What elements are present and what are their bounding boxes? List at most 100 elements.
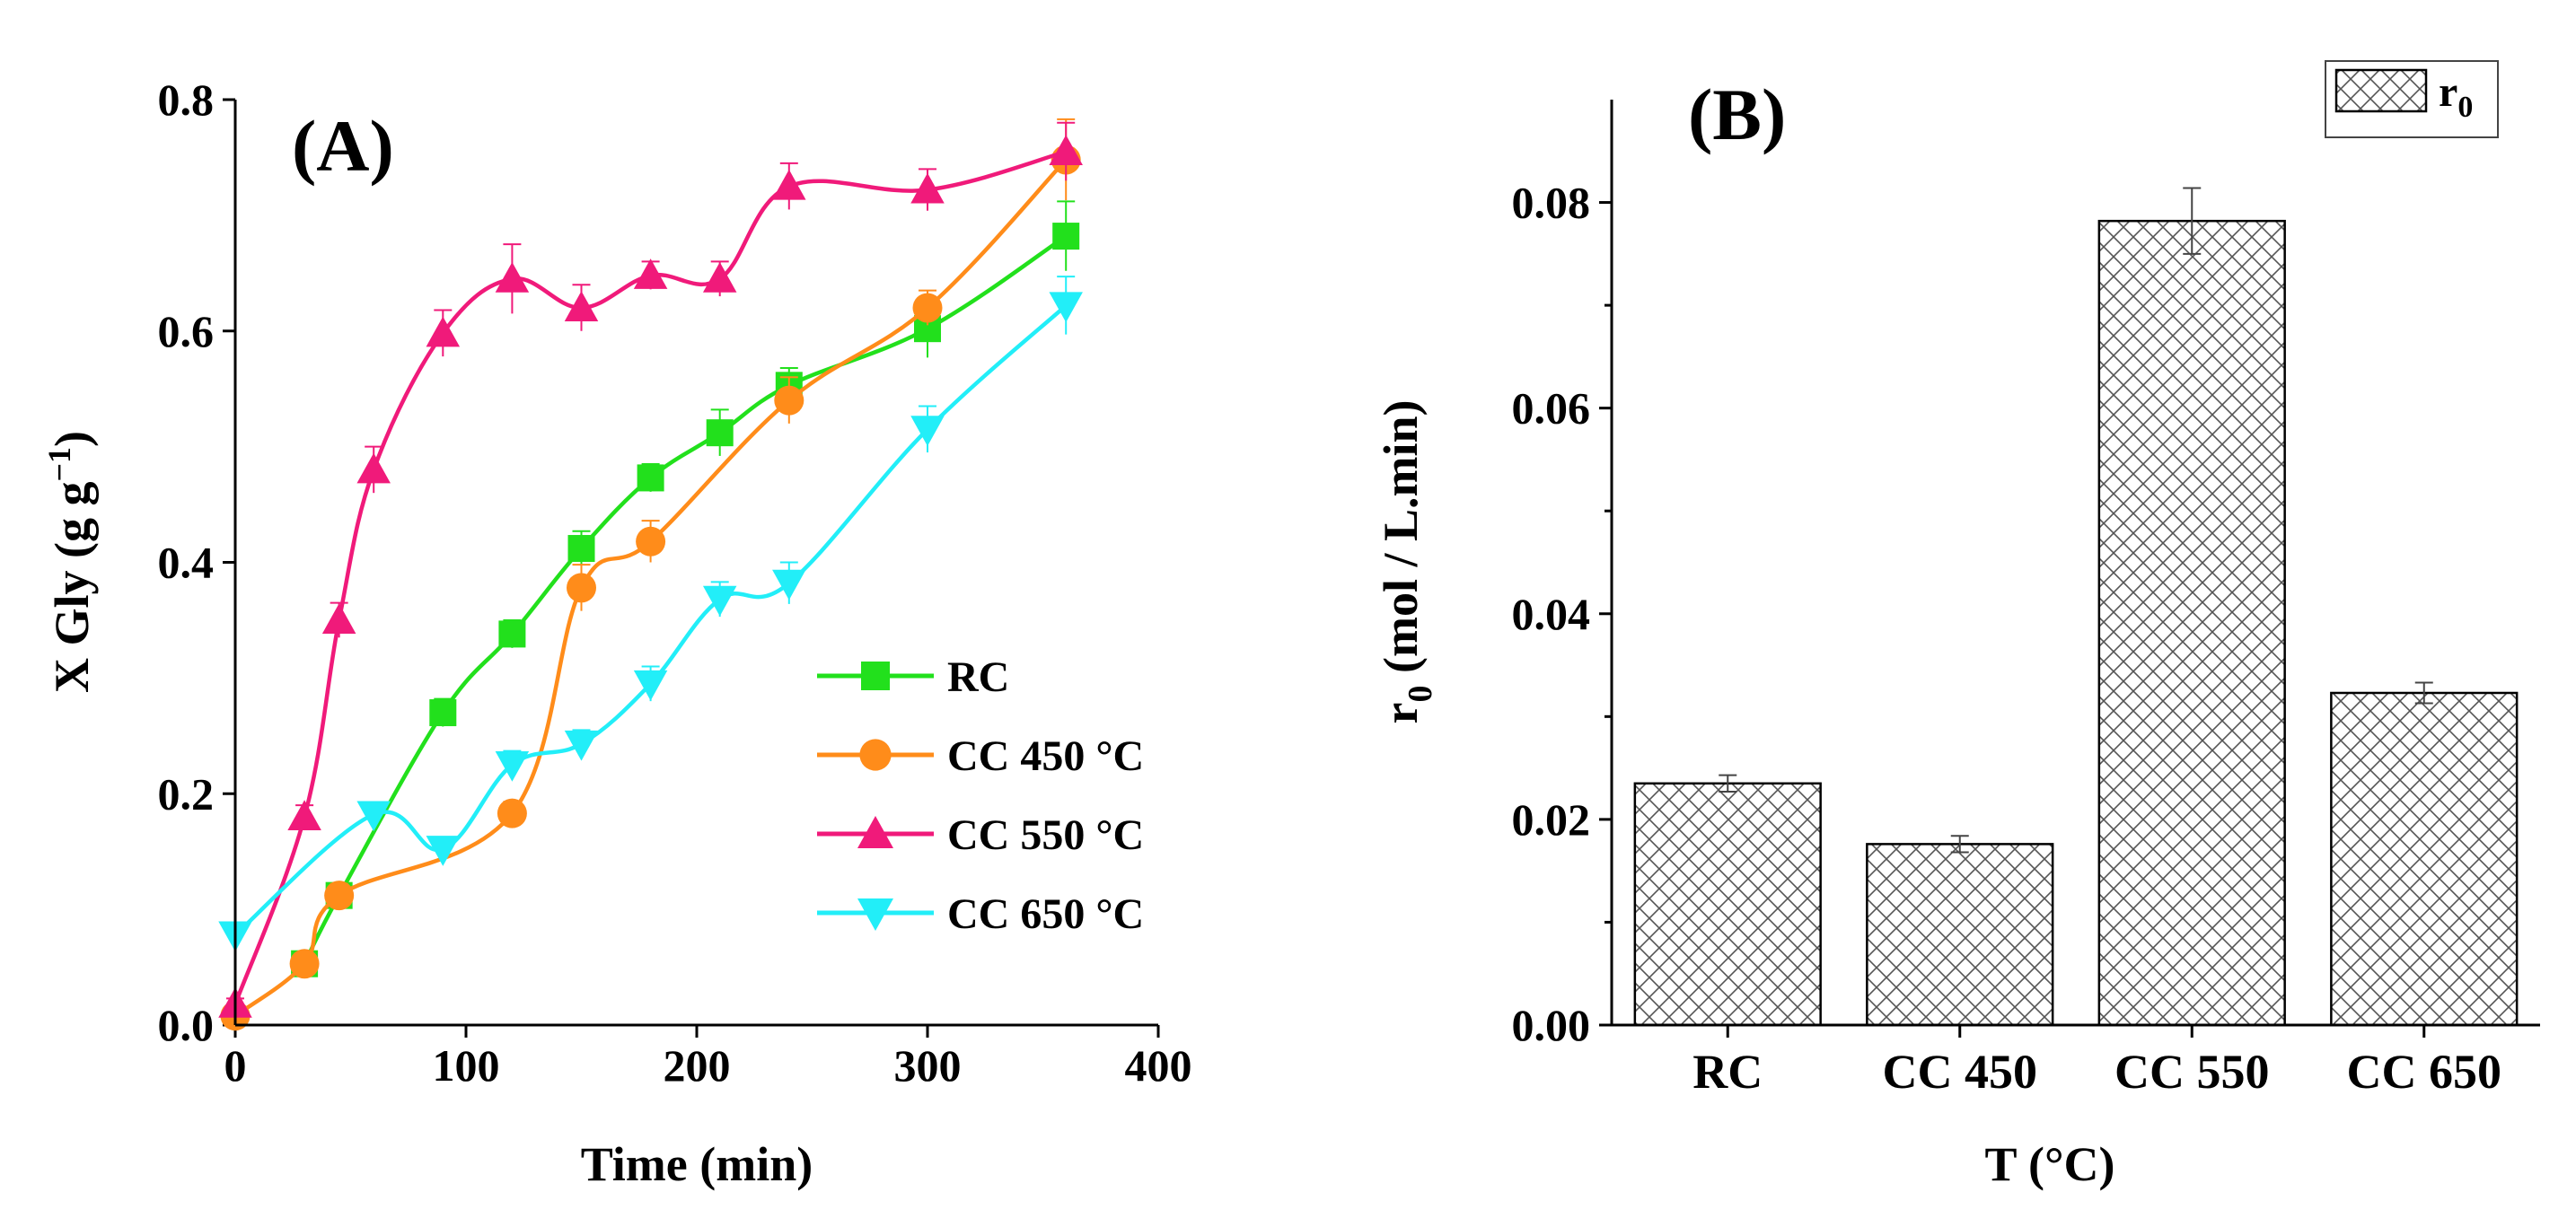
data-point — [356, 801, 391, 832]
panel-a-legend: RC CC 450 °C CC 550 °C CC 650 °C — [817, 653, 1144, 938]
data-point — [564, 730, 599, 761]
panel-a-x-tick-label: 200 — [664, 1040, 731, 1091]
panel-b-y-axis-title-sub: 0 — [1402, 686, 1439, 703]
legend-label: RC — [947, 653, 1009, 701]
legend-entry-4: CC 650 °C — [817, 890, 1144, 938]
bar-group-2: CC 450 — [1866, 835, 2054, 1099]
data-point — [912, 293, 943, 323]
data-point — [706, 419, 734, 447]
legend-label: CC 550 °C — [947, 811, 1144, 859]
panel-a-ticks: 0.0 0.2 0.4 0.6 0.8 0 100 200 300 400 — [158, 74, 1192, 1091]
legend-marker — [857, 898, 893, 931]
legend-marker — [859, 739, 892, 771]
data-point — [426, 836, 461, 866]
panel-a-x-tick-label: 300 — [894, 1040, 962, 1091]
data-point — [495, 262, 530, 293]
data-point — [910, 172, 945, 204]
data-point — [321, 603, 356, 634]
panel-a-line-chart: 0.0 0.2 0.4 0.6 0.8 0 100 200 300 400 (A) Time (m… — [41, 74, 1192, 1191]
data-point — [633, 670, 668, 701]
data-point — [564, 291, 599, 321]
panel-a-x-axis-title: Time (min) — [581, 1137, 813, 1191]
data-point — [702, 585, 737, 617]
panel-b-legend-sub: 0 — [2457, 91, 2473, 124]
legend-label: CC 650 °C — [947, 890, 1144, 938]
panel-a-y-tick-label: 0.2 — [158, 768, 215, 819]
data-point — [1049, 292, 1083, 323]
panel-a-x-tick-label: 100 — [433, 1040, 500, 1091]
bar — [1866, 843, 2054, 1027]
data-point — [429, 699, 457, 727]
panel-b-y-tick-label: 0.04 — [1512, 589, 1591, 639]
data-point — [567, 573, 596, 603]
panel-a-y-axis-title-sup: −1 — [41, 447, 77, 482]
panel-a-x-tick-label: 0 — [224, 1040, 247, 1091]
series-3 — [218, 121, 1083, 1018]
legend-label: CC 450 °C — [947, 732, 1144, 780]
panel-b-x-tick-label: CC 550 — [2114, 1045, 2270, 1099]
panel-a-y-axis-title: X Gly (g g−1) — [41, 431, 99, 693]
legend-entry-3: CC 550 °C — [817, 811, 1144, 859]
data-point — [702, 262, 737, 293]
data-point — [287, 800, 321, 831]
panel-b-legend: r0 — [2325, 60, 2499, 138]
bar-group-3: CC 550 — [2097, 187, 2286, 1099]
data-point — [910, 416, 945, 447]
panel-b-y-axis-title-rest: (mol / L.min) — [1374, 400, 1428, 686]
data-point — [498, 620, 526, 648]
panel-b-y-axis-title: r0 (mol / L.min) — [1374, 400, 1439, 724]
data-point — [567, 535, 595, 563]
panel-a-y-axis-title-end: ) — [45, 431, 99, 447]
data-point — [633, 259, 668, 289]
legend-entry-2: CC 450 °C — [817, 732, 1144, 780]
panel-a-series — [218, 118, 1083, 1031]
panel-b-bar-chart: 0.00 0.02 0.04 0.06 0.08 RC CC 450 CC 550 CC 65… — [1374, 60, 2540, 1191]
legend-marker — [857, 816, 893, 848]
data-point — [1049, 135, 1083, 165]
data-point — [289, 949, 320, 979]
panel-a-y-axis-title-main: X Gly (g g — [45, 482, 99, 694]
panel-a-y-tick-label: 0.4 — [158, 538, 215, 588]
panel-b-legend-swatch — [2334, 68, 2428, 113]
data-point — [772, 169, 806, 200]
bar — [1633, 782, 1822, 1027]
series-line — [233, 303, 1068, 937]
panel-a-y-tick-label: 0.6 — [158, 306, 215, 356]
panel-a-y-tick-label: 0.8 — [158, 74, 215, 125]
data-point — [637, 464, 664, 492]
bar-group-1: RC — [1633, 774, 1822, 1099]
data-point — [774, 385, 804, 416]
panel-b-label: (B) — [1688, 74, 1786, 155]
panel-b-y-tick-label: 0.08 — [1512, 178, 1591, 228]
bar-group-4: CC 650 — [2330, 681, 2519, 1099]
data-point — [426, 316, 461, 347]
data-point — [497, 798, 527, 828]
panel-a-y-tick-label: 0.0 — [158, 1000, 215, 1050]
panel-a-label: (A) — [292, 105, 394, 187]
series-1 — [291, 200, 1080, 977]
data-point — [495, 751, 530, 782]
series-4 — [218, 276, 1083, 952]
data-point — [772, 569, 806, 600]
bar — [2330, 691, 2519, 1027]
panel-b-y-tick-label: 0.00 — [1512, 1000, 1591, 1050]
panel-b-x-tick-label: CC 450 — [1883, 1045, 2038, 1099]
panel-a-x-tick-label: 400 — [1125, 1040, 1192, 1091]
data-point — [324, 881, 355, 911]
panel-b-x-axis-title: T (°C) — [1984, 1137, 2114, 1191]
panel-b-x-tick-label: RC — [1692, 1045, 1763, 1099]
data-point — [636, 526, 666, 557]
panel-b-y-tick-label: 0.06 — [1512, 383, 1591, 434]
data-point — [1052, 223, 1080, 250]
panel-b-ticks: 0.00 0.02 0.04 0.06 0.08 — [1512, 178, 1612, 1050]
legend-entry-1: RC — [817, 653, 1009, 701]
panel-b-y-tick-label: 0.02 — [1512, 794, 1591, 845]
series-line — [303, 234, 1068, 965]
bar — [2097, 219, 2286, 1027]
data-point — [356, 452, 391, 484]
panel-b-y-axis-title-prefix: r — [1374, 703, 1428, 724]
legend-marker — [861, 662, 890, 690]
panel-b-legend-prefix: r — [2439, 68, 2457, 116]
panel-b-x-tick-label: CC 650 — [2347, 1045, 2502, 1099]
